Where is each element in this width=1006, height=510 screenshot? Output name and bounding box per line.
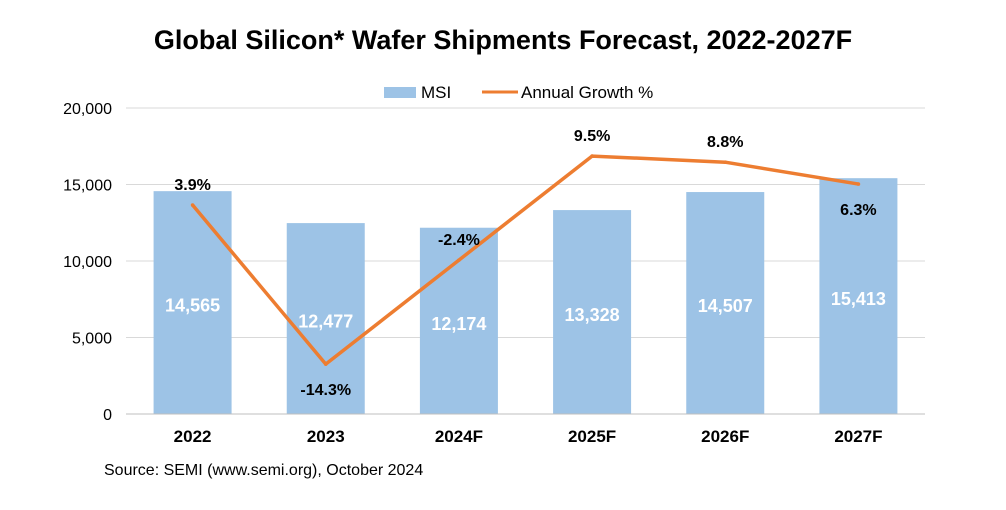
x-tick-label: 2024F bbox=[435, 427, 483, 446]
x-tick-label: 2023 bbox=[307, 427, 345, 446]
bar-labels: 14,565 12,477 12,174 13,328 14,507 15,413 bbox=[165, 289, 886, 334]
y-tick-label: 20,000 bbox=[63, 101, 112, 118]
growth-point-2022 bbox=[190, 203, 195, 207]
y-tick-label: 15,000 bbox=[63, 178, 112, 195]
bar-2022 bbox=[153, 191, 232, 414]
growth-labels: 3.9% -14.3% -2.4% 9.5% 8.8% 6.3% bbox=[174, 128, 876, 399]
category-labels: 2022 2023 2024F 2025F 2026F 2027F bbox=[174, 427, 883, 446]
bar-value-label: 15,413 bbox=[831, 289, 886, 309]
growth-point-2026F bbox=[723, 160, 728, 165]
bar-value-label: 14,507 bbox=[698, 296, 753, 316]
growth-value-label: 8.8% bbox=[707, 134, 743, 151]
growth-value-label: 9.5% bbox=[574, 128, 610, 145]
y-tick-label: 10,000 bbox=[63, 254, 112, 271]
growth-point-2023 bbox=[323, 362, 328, 366]
bar-value-label: 12,477 bbox=[298, 312, 353, 332]
growth-point-2025F bbox=[590, 154, 594, 158]
x-tick-label: 2026F bbox=[701, 427, 749, 446]
bar-2027F bbox=[819, 178, 898, 414]
x-tick-label: 2025F bbox=[568, 427, 616, 446]
legend-swatch-msi bbox=[384, 87, 416, 98]
bar-value-label: 12,174 bbox=[431, 314, 486, 334]
bar-2026F bbox=[686, 192, 765, 414]
y-tick-label: 0 bbox=[103, 407, 112, 424]
growth-value-label: -14.3% bbox=[300, 382, 351, 399]
x-tick-label: 2027F bbox=[834, 427, 882, 446]
x-tick-label: 2022 bbox=[174, 427, 212, 446]
y-axis: 0 5,000 10,000 15,000 20,000 bbox=[63, 101, 112, 424]
bar-2025F bbox=[553, 210, 632, 414]
bar-2023 bbox=[286, 223, 365, 414]
growth-point-2024F bbox=[457, 258, 461, 262]
growth-value-label: 6.3% bbox=[840, 202, 876, 219]
growth-line-series bbox=[190, 154, 861, 366]
bar-value-label: 14,565 bbox=[165, 296, 220, 316]
gridlines bbox=[126, 107, 925, 338]
y-tick-label: 5,000 bbox=[72, 331, 112, 348]
bar-series bbox=[153, 178, 898, 414]
legend-label-msi: MSI bbox=[421, 83, 451, 102]
growth-value-label: -2.4% bbox=[438, 232, 480, 249]
source-note: Source: SEMI (www.semi.org), October 202… bbox=[104, 462, 423, 479]
growth-value-label: 3.9% bbox=[174, 177, 210, 194]
growth-point-2027F bbox=[856, 182, 861, 186]
growth-line bbox=[191, 154, 859, 366]
chart-title: Global Silicon* Wafer Shipments Forecast… bbox=[154, 25, 852, 55]
bar-value-label: 13,328 bbox=[565, 305, 620, 325]
legend-label-growth: Annual Growth % bbox=[521, 83, 653, 102]
legend: MSI Annual Growth % bbox=[384, 83, 653, 102]
